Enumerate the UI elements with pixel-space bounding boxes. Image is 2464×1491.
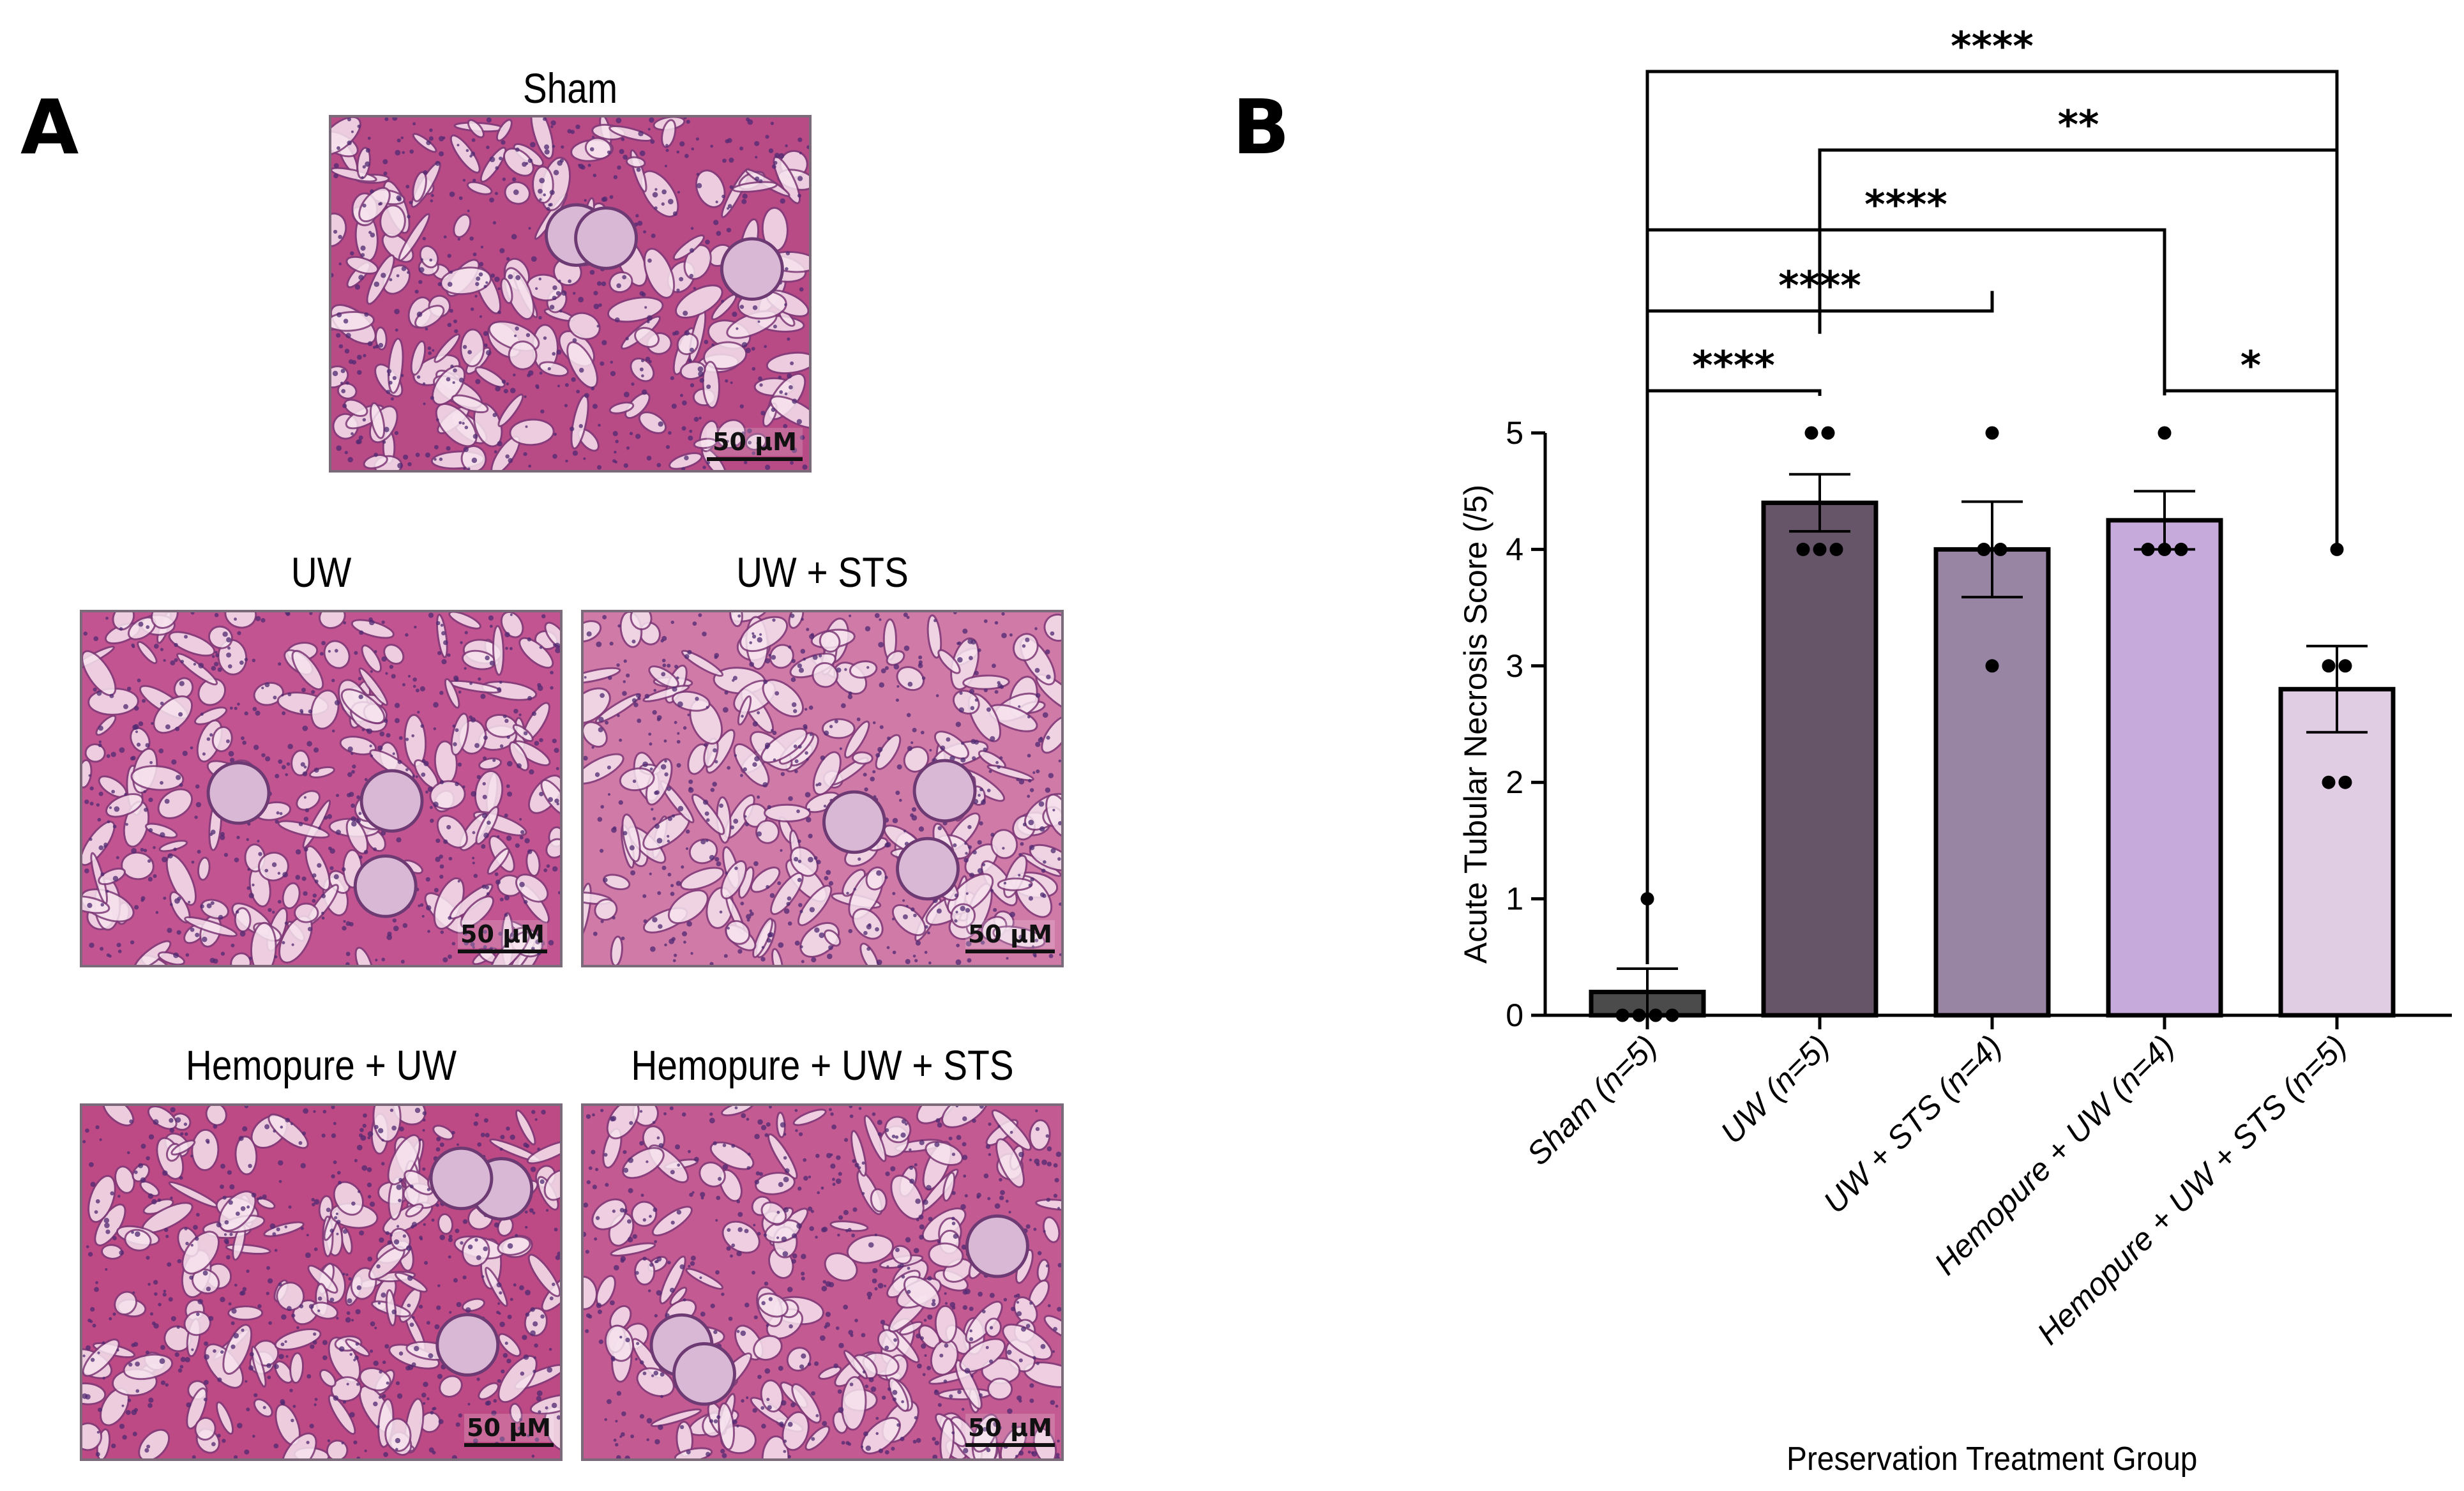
- micrograph-title-hemopure-uw: Hemopure + UW: [185, 1041, 457, 1089]
- scale-bar-label: 50 μM: [464, 1414, 554, 1442]
- data-point: [2322, 775, 2336, 789]
- micrograph-uw-sts: 50 μM: [581, 610, 1064, 967]
- data-point: [2338, 659, 2352, 673]
- panel-b-label: B: [1232, 83, 1290, 171]
- data-point: [1821, 426, 1835, 440]
- tissue-image-uw-sts: [584, 612, 1061, 965]
- tissue-image-sham: [331, 117, 809, 470]
- data-point: [1993, 542, 2007, 556]
- significance-label: *: [2241, 342, 2261, 389]
- y-tick-label: 3: [1506, 648, 1523, 684]
- data-point: [1796, 542, 1810, 556]
- bar: [2106, 518, 2223, 1018]
- x-tick-label: Sham (n=5): [1520, 1028, 1663, 1172]
- data-point: [1977, 542, 1991, 556]
- y-tick-label: 2: [1506, 764, 1523, 800]
- data-point: [1985, 426, 1999, 440]
- scale-bar-label: 50 μM: [458, 920, 547, 948]
- data-point: [1615, 1008, 1629, 1022]
- y-tick-label: 4: [1506, 531, 1523, 567]
- bar: [1761, 500, 1878, 1018]
- data-point: [2174, 542, 2188, 556]
- data-point: [1813, 542, 1827, 556]
- data-point: [1804, 426, 1818, 440]
- y-tick-label: 1: [1506, 881, 1523, 917]
- micrograph-title-sham: Sham: [522, 64, 618, 112]
- micrograph-sham: 50 μM: [329, 115, 812, 473]
- data-point: [2322, 659, 2336, 673]
- data-point: [2338, 775, 2352, 789]
- scale-bar: [707, 457, 803, 461]
- micrograph-uw: 50 μM: [80, 610, 563, 967]
- data-point: [2141, 542, 2155, 556]
- x-axis-label: Preservation Treatment Group: [1787, 1440, 2197, 1477]
- panel-a-label: A: [20, 83, 79, 171]
- data-point: [1985, 659, 1999, 673]
- y-axis-label: Acute Tubular Necrosis Score (/5): [1458, 485, 1493, 964]
- micrograph-title-uw-sts: UW + STS: [736, 549, 909, 596]
- data-point: [1829, 542, 1843, 556]
- data-point: [2158, 542, 2172, 556]
- tissue-image-hemopure-uw-sts: [584, 1106, 1061, 1458]
- significance-bracket: [1818, 148, 2339, 550]
- significance-label: ****: [1864, 181, 1947, 228]
- scale-bar: [965, 950, 1055, 953]
- scale-bar: [464, 1443, 554, 1447]
- scale-bar-label: 50 μM: [965, 920, 1055, 948]
- significance-label: **: [2058, 102, 2099, 148]
- y-tick-label: 0: [1506, 997, 1523, 1033]
- data-point: [1649, 1008, 1663, 1022]
- significance-label: ****: [1951, 23, 2034, 70]
- tissue-image-uw: [82, 612, 560, 965]
- scale-bar: [965, 1443, 1055, 1447]
- data-point: [2158, 426, 2172, 440]
- x-tick-label: UW (n=5): [1714, 1028, 1836, 1151]
- significance-bracket: [2163, 331, 2339, 550]
- scale-bar-label: 50 μM: [707, 428, 803, 456]
- data-point: [1665, 1008, 1679, 1022]
- significance-label: ****: [1692, 342, 1775, 389]
- data-point: [1632, 1008, 1646, 1022]
- micrograph-title-hemopure-uw-sts: Hemopure + UW + STS: [631, 1041, 1014, 1089]
- bar: [1933, 547, 2051, 1018]
- micrograph-title-uw: UW: [291, 549, 352, 596]
- tissue-image-hemopure-uw: [82, 1106, 560, 1458]
- micrograph-hemopure-uw: 50 μM: [80, 1103, 563, 1461]
- y-tick-label: 5: [1506, 415, 1523, 451]
- scale-bar: [458, 950, 547, 953]
- x-tick-label: Hemopure + UW + STS (n=5): [2030, 1028, 2354, 1351]
- scale-bar-label: 50 μM: [965, 1414, 1055, 1442]
- significance-label: ****: [1778, 262, 1861, 309]
- x-tick-label: UW + STS (n=4): [1817, 1028, 2009, 1220]
- significance-bracket: [1645, 228, 2166, 797]
- significance-bracket: [1645, 389, 1822, 964]
- bar: [2278, 686, 2396, 1018]
- micrograph-hemopure-uw-sts: 50 μM: [581, 1103, 1064, 1461]
